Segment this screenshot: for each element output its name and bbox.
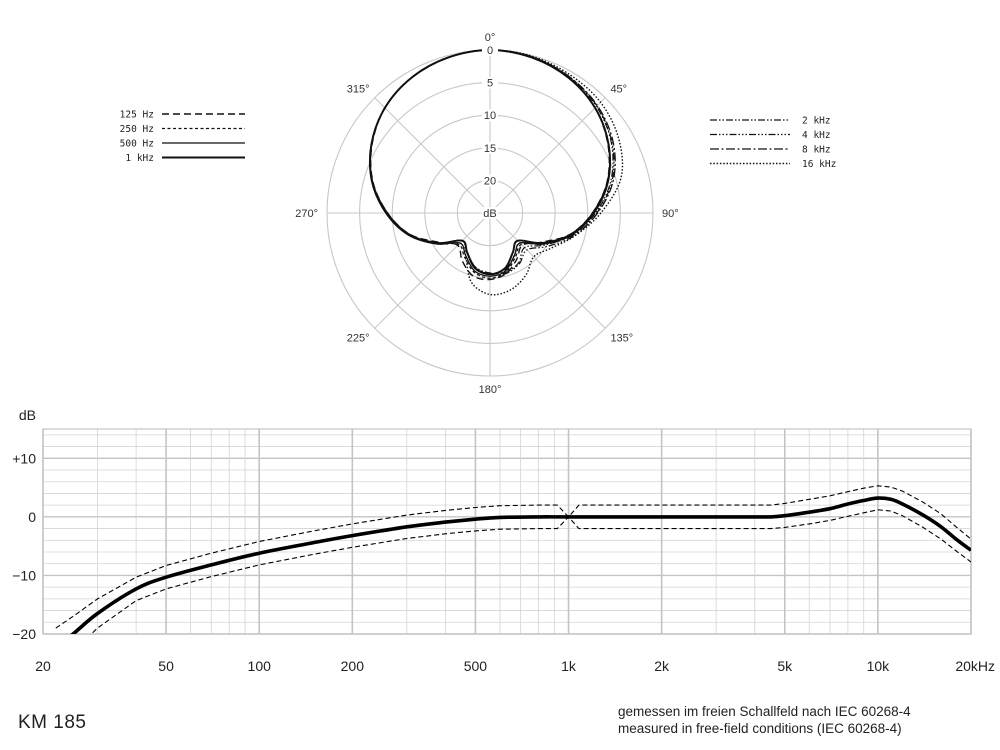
angle-label-90: 90° xyxy=(662,208,679,220)
polar-pattern-chart: 0° 45° 90° 135° 180° 225° 270° 315° 0 5 10 15 20 dB 1… xyxy=(120,32,837,396)
tolerance-lower-tolerance xyxy=(90,509,971,634)
y-tick-label-10: −10 xyxy=(12,567,36,583)
x-tick-label-10k: 10k xyxy=(867,658,891,674)
y-tick-label-10: +10 xyxy=(12,450,36,466)
frequency-labels: +10 0 −10 −20 dB 20 50 100 200 500 1k 2k 5k 10k 20kHz xyxy=(12,407,995,674)
radial-label-bg xyxy=(482,109,498,122)
x-tick-label-20khz: 20kHz xyxy=(955,658,995,674)
radial-label-20: 20 xyxy=(484,175,496,187)
x-tick-label-500: 500 xyxy=(464,658,488,674)
legend-label-250-hz: 250 Hz xyxy=(120,124,154,135)
x-tick-label-5k: 5k xyxy=(777,658,793,674)
radial-label-bg xyxy=(482,174,498,187)
radial-label-db: dB xyxy=(483,208,496,220)
legend-label-8-khz: 8 kHz xyxy=(802,145,831,156)
x-tick-label-1k: 1k xyxy=(561,658,577,674)
frequency-grid xyxy=(42,428,972,635)
plot-frame xyxy=(42,428,972,635)
radial-label-bg xyxy=(482,44,498,56)
angle-label-0: 0° xyxy=(485,32,496,44)
radial-label-0: 0 xyxy=(487,45,493,57)
radial-label-bg xyxy=(482,76,498,89)
polar-spoke xyxy=(489,97,606,214)
legend-label-125-hz: 125 Hz xyxy=(120,110,154,121)
polar-series-8-khz xyxy=(369,49,616,275)
model-name: KM 185 xyxy=(18,712,87,733)
polar-series-group xyxy=(369,48,624,296)
radial-label-bg xyxy=(482,141,498,154)
legend-label-4-khz: 4 kHz xyxy=(802,130,831,141)
legend-label-16-khz: 16 kHz xyxy=(802,159,836,170)
radial-label-15: 15 xyxy=(484,143,496,155)
y-tick-label-20: −20 xyxy=(12,626,36,642)
frequency-response-curve xyxy=(70,496,971,634)
angle-label-180: 180° xyxy=(479,384,502,396)
frequency-response-chart: +10 0 −10 −20 dB 20 50 100 200 500 1k 2k 5k 10k 20kHz xyxy=(12,407,995,674)
angle-label-315: 315° xyxy=(347,84,370,96)
angle-label-135: 135° xyxy=(610,332,633,344)
measurement-note-german: gemessen im freien Schallfeld nach IEC 6… xyxy=(618,704,911,719)
x-tick-label-20: 20 xyxy=(35,658,51,674)
radial-label-5: 5 xyxy=(487,78,493,90)
angle-label-270: 270° xyxy=(295,208,318,220)
frequency-series-group xyxy=(55,485,971,634)
x-tick-label-100: 100 xyxy=(248,658,272,674)
legend-label-1-khz: 1 kHz xyxy=(125,153,154,164)
polar-spoke xyxy=(374,212,491,329)
y-axis-label: dB xyxy=(19,407,36,423)
legend-label-500-hz: 500 Hz xyxy=(120,139,154,150)
legend-right: 2 kHz 4 kHz 8 kHz 16 kHz xyxy=(710,116,836,170)
tolerance-upper-tolerance xyxy=(55,485,971,629)
angle-label-45: 45° xyxy=(610,84,627,96)
angle-label-225: 225° xyxy=(347,332,370,344)
x-tick-label-50: 50 xyxy=(158,658,174,674)
polar-spoke xyxy=(489,212,606,329)
measurement-note-english: measured in free-field conditions (IEC 6… xyxy=(618,721,902,736)
legend-label-2-khz: 2 kHz xyxy=(802,116,831,127)
legend-left: 125 Hz 250 Hz 500 Hz 1 kHz xyxy=(120,110,245,164)
radial-label-10: 10 xyxy=(484,110,496,122)
y-tick-label-0: 0 xyxy=(28,509,36,525)
x-tick-label-200: 200 xyxy=(341,658,365,674)
polar-spoke xyxy=(374,97,491,214)
polar-labels: 0° 45° 90° 135° 180° 225° 270° 315° 0 5 10 15 20 dB xyxy=(295,32,678,396)
x-tick-label-2k: 2k xyxy=(654,658,670,674)
radial-label-bg xyxy=(482,207,498,219)
polar-series-125-hz xyxy=(370,49,610,281)
